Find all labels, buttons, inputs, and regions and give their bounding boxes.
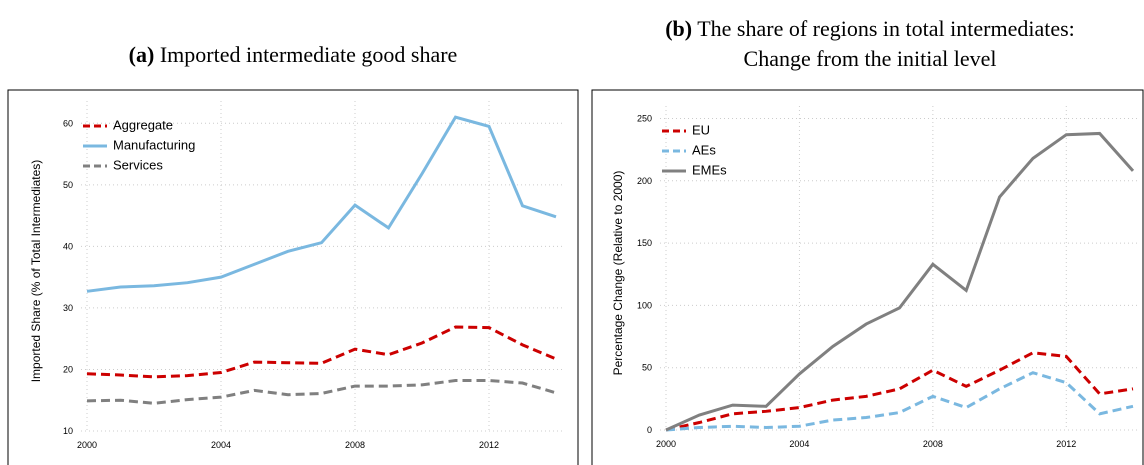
y-tick-label: 200 [637,176,652,186]
data-line [86,325,557,379]
x-tick-label: 2004 [789,439,809,449]
y-tick-label: 100 [637,300,652,310]
y-tick-label: 50 [642,363,652,373]
y-tick-label: 50 [63,180,73,190]
y-tick-label: 10 [63,426,73,436]
panel: (a) Imported intermediate good share 10 20… [7,42,579,465]
panel-title: Change from the initial level [744,46,997,71]
y-tick-label: 40 [63,241,73,251]
y-tick-label: 150 [637,238,652,248]
legend-label: EU [692,122,710,137]
panel-frame [591,89,1144,465]
y-tick-label: 250 [637,113,652,123]
panel-label: (a) [129,42,155,67]
y-tick-label: 20 [63,364,73,374]
data-line [86,115,557,293]
panel: (b) The share of regions in total interm… [591,16,1144,465]
panel-title-text: Imported intermediate good share [160,42,458,67]
data-line [665,371,1134,432]
x-tick-label: 2008 [345,440,365,450]
data-line [665,131,1135,432]
x-tick-label: 2008 [923,439,943,449]
legend-label: Services [113,157,163,172]
data-line [665,351,1134,432]
x-tick-label: 2012 [1056,439,1076,449]
panel-title: (b) The share of regions in total interm… [665,16,1075,41]
x-tick-label: 2012 [479,440,499,450]
panel-title-text: The share of regions in total intermedia… [697,16,1075,41]
legend-label: Aggregate [113,117,173,132]
panel-frame [7,89,579,465]
y-axis-label: Percentage Change (Relative to 2000) [611,171,625,376]
legend-label: AEs [692,142,716,157]
panel-title-text: Change from the initial level [744,46,997,71]
y-tick-label: 30 [63,303,73,313]
y-axis-label: Imported Share (% of Total Intermediates… [29,160,43,383]
x-tick-label: 2000 [77,440,97,450]
x-tick-label: 2000 [656,439,676,449]
legend-label: EMEs [692,162,727,177]
y-tick-label: 0 [647,425,652,435]
x-tick-label: 2004 [211,440,231,450]
y-tick-label: 60 [63,118,73,128]
legend-label: Manufacturing [113,137,195,152]
panel-label: (b) [665,16,692,41]
panel-title: (a) Imported intermediate good share [129,42,458,67]
data-line [86,379,557,405]
